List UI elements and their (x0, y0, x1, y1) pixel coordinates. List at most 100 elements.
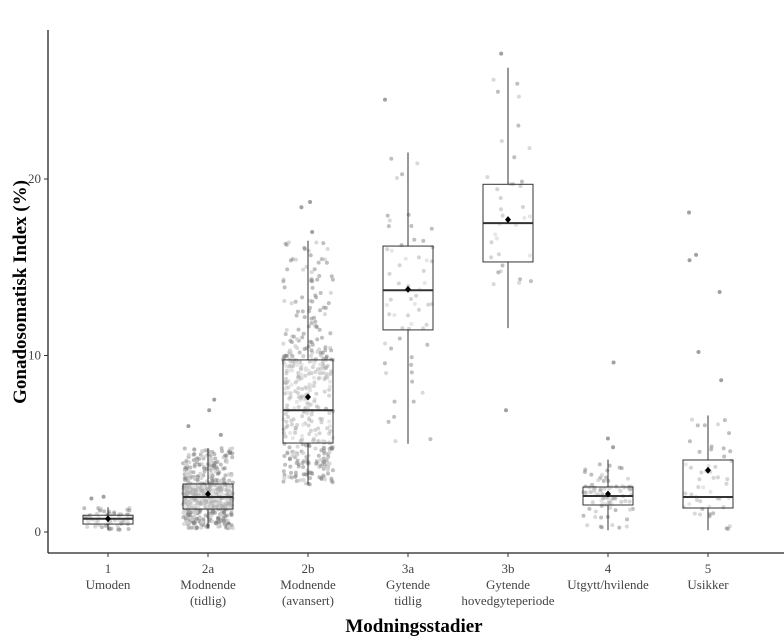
data-point (321, 466, 326, 471)
outlier-point (212, 397, 217, 402)
outlier-point (499, 51, 504, 56)
data-point (288, 338, 293, 343)
data-point (288, 431, 293, 436)
data-point (295, 444, 300, 449)
data-point (496, 270, 501, 275)
data-point (290, 368, 295, 373)
data-point (491, 77, 496, 82)
data-point (617, 465, 622, 470)
data-point (286, 415, 291, 420)
data-point (628, 507, 633, 512)
data-point (282, 299, 287, 304)
data-point (219, 487, 224, 492)
data-point (126, 527, 131, 532)
category-code: 5 (705, 561, 712, 576)
data-point (296, 404, 301, 409)
data-point (384, 303, 389, 308)
data-point (699, 470, 704, 475)
data-point (316, 347, 321, 352)
data-point (327, 379, 332, 384)
data-point (696, 484, 701, 489)
data-point (598, 524, 603, 529)
data-point (223, 487, 228, 492)
data-point (281, 469, 286, 474)
category-name: (tidlig) (190, 593, 226, 608)
data-point (421, 326, 426, 331)
data-point (284, 327, 289, 332)
data-point (125, 507, 130, 512)
data-point (428, 437, 433, 442)
data-point (293, 470, 298, 475)
data-point (316, 439, 321, 444)
data-point (416, 255, 421, 260)
data-point (297, 350, 302, 355)
data-point (294, 399, 299, 404)
data-point (604, 475, 609, 480)
data-point (690, 417, 695, 422)
outlier-point (717, 289, 722, 294)
category-name: tidlig (394, 593, 422, 608)
data-point (425, 342, 430, 347)
data-point (500, 263, 505, 268)
data-point (295, 346, 300, 351)
data-point (85, 524, 90, 529)
data-point (308, 253, 313, 258)
data-point (198, 488, 203, 493)
data-point (293, 257, 298, 262)
category-name: Modnende (180, 577, 236, 592)
data-point (327, 393, 332, 398)
data-point (322, 446, 327, 451)
data-point (318, 350, 323, 355)
data-point (327, 387, 332, 392)
outlier-point (694, 252, 699, 257)
data-point (286, 240, 291, 245)
data-point (726, 526, 731, 531)
data-point (516, 94, 521, 99)
data-point (116, 527, 121, 532)
data-point (93, 524, 98, 529)
data-point (284, 419, 289, 424)
outlier-point (207, 408, 212, 413)
box-4 (582, 459, 634, 531)
data-point (218, 462, 223, 467)
data-point (583, 490, 588, 495)
data-point (397, 336, 402, 341)
data-point (328, 290, 333, 295)
data-point (294, 313, 299, 318)
data-point (608, 505, 613, 510)
data-point (322, 462, 327, 467)
data-point (187, 485, 192, 490)
data-point (325, 375, 330, 380)
data-point (528, 279, 533, 284)
data-point (287, 396, 292, 401)
mean-marker (705, 466, 711, 474)
data-point (216, 490, 221, 495)
data-point (318, 463, 323, 468)
data-point (325, 247, 330, 252)
data-point (392, 312, 397, 317)
data-point (306, 248, 311, 253)
data-point (201, 485, 206, 490)
data-point (227, 449, 232, 454)
data-point (226, 500, 231, 505)
data-point (318, 416, 323, 421)
data-point (224, 453, 229, 458)
data-point (493, 232, 498, 237)
data-point (188, 501, 193, 506)
data-point (300, 295, 305, 300)
data-point (322, 389, 327, 394)
data-point (210, 449, 215, 454)
y-tick-label: 10 (28, 348, 41, 363)
data-point (191, 458, 196, 463)
data-point (323, 345, 328, 350)
data-point (188, 470, 193, 475)
data-point (313, 319, 318, 324)
data-point (309, 371, 314, 376)
data-point (322, 257, 327, 262)
data-point (422, 281, 427, 286)
data-point (602, 486, 607, 491)
y-ticks: 0 10 20 (28, 171, 48, 539)
data-point (197, 515, 202, 520)
